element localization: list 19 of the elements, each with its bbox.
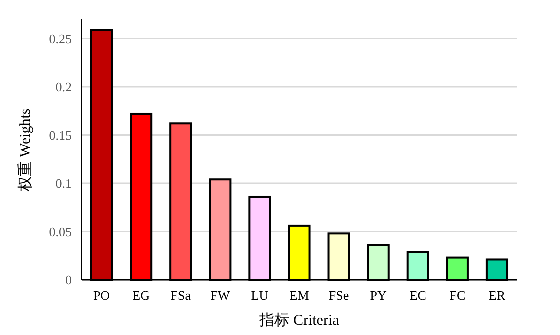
x-tick-label: PO	[93, 288, 110, 303]
x-axis-title: 指标 Criteria	[258, 312, 340, 329]
y-tick-label: 0.1	[56, 176, 72, 192]
x-tick-label: FSa	[170, 288, 192, 303]
y-tick-label: 0	[66, 272, 72, 288]
y-tick-label: 0.25	[49, 31, 72, 46]
y-tick-label: 0.05	[49, 224, 72, 240]
x-tick-label: FSe	[328, 288, 350, 303]
x-tick-label: FC	[450, 288, 466, 303]
x-tick-label: EC	[410, 288, 426, 303]
x-tick-label: EM	[290, 288, 310, 303]
x-tick-label: FW	[210, 288, 231, 303]
y-tick-label: 0.15	[49, 128, 72, 143]
y-tick-label: 0.2	[56, 80, 72, 95]
x-tick-label: PY	[370, 288, 388, 303]
y-axis-title: 权重 Weights	[17, 108, 34, 192]
x-tick-label: LU	[251, 288, 270, 303]
x-tick-label: ER	[488, 288, 506, 303]
x-tick-label: EG	[132, 288, 150, 303]
